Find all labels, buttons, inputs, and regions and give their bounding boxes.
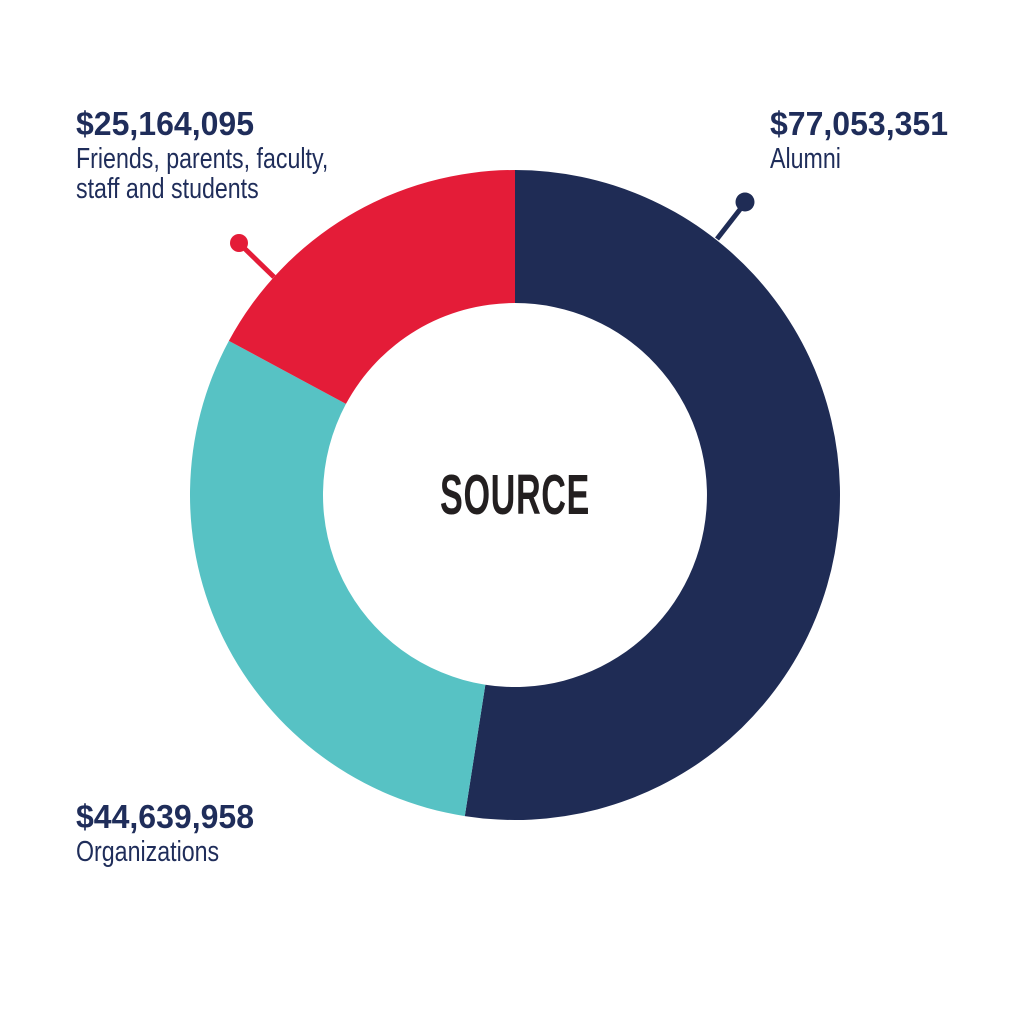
donut-segment-alumni: [464, 170, 840, 820]
organizations-amount: $44,639,958: [76, 798, 255, 835]
leader-dot-alumni: [735, 192, 755, 212]
alumni-name: Alumni: [770, 143, 841, 175]
label-block-friends: $25,164,095 Friends, parents, faculty, s…: [76, 104, 391, 204]
donut-center-title: SOURCE: [440, 463, 590, 527]
friends-amount: $25,164,095: [76, 105, 255, 142]
leader-line-friends: [238, 242, 276, 279]
alumni-amount: $77,053,351: [770, 105, 949, 142]
donut-segment-organizations: [189, 340, 486, 817]
donut-segment-friends: [228, 170, 515, 404]
friends-name-line2: staff and students: [76, 173, 259, 205]
label-block-alumni: $77,053,351 Alumni: [770, 104, 954, 174]
label-block-organizations: $44,639,958 Organizations: [76, 797, 260, 867]
friends-name-line1: Friends, parents, faculty,: [76, 143, 329, 175]
leader-dot-friends: [230, 234, 248, 252]
organizations-name: Organizations: [76, 836, 220, 868]
